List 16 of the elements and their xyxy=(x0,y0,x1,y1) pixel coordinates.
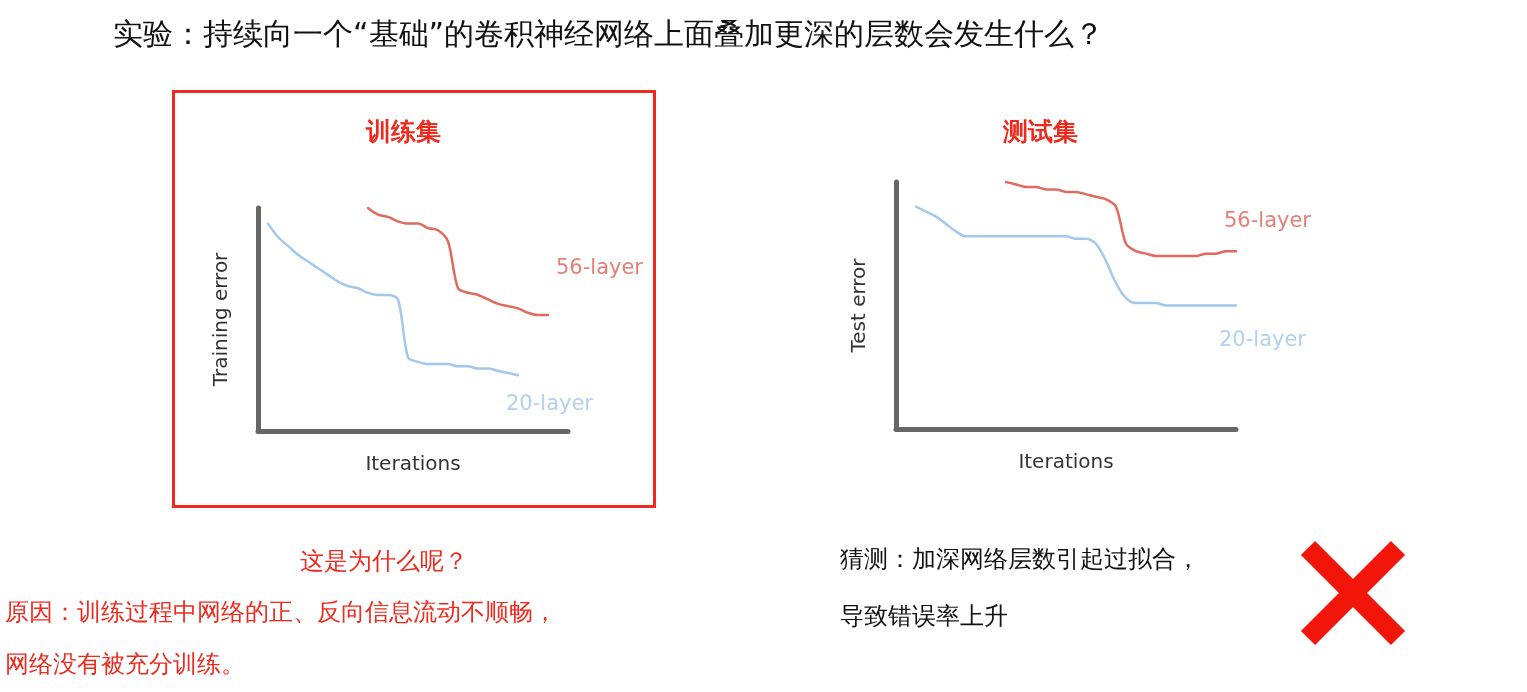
text: 实验：持续向一个“基础”的卷积神经网络上面叠加更深的层数会发生什么？ xyxy=(113,15,1105,53)
chart-title: 训练集 xyxy=(364,117,441,146)
text: 猜测：加深网络层数引起过拟合， xyxy=(840,544,1200,575)
y-axis-title: Test error xyxy=(846,257,870,354)
series-label: 20-layer xyxy=(1219,326,1307,351)
text: 原因：训练过程中网络的正、反向信息流动不顺畅， xyxy=(5,597,557,628)
y-axis-title: Training error xyxy=(208,251,232,388)
text: 导致错误率上升 xyxy=(840,601,1008,632)
series-label: 56-layer xyxy=(1224,208,1312,233)
x-axis-title: Iterations xyxy=(365,451,461,475)
chart-title: 测试集 xyxy=(1001,117,1078,146)
text: 这是为什么呢？ xyxy=(300,546,468,577)
series-label: 56-layer xyxy=(556,255,644,280)
x-axis-title: Iterations xyxy=(1018,449,1114,473)
text: 网络没有被充分训练。 xyxy=(5,649,245,680)
series-label: 20-layer xyxy=(506,391,594,416)
